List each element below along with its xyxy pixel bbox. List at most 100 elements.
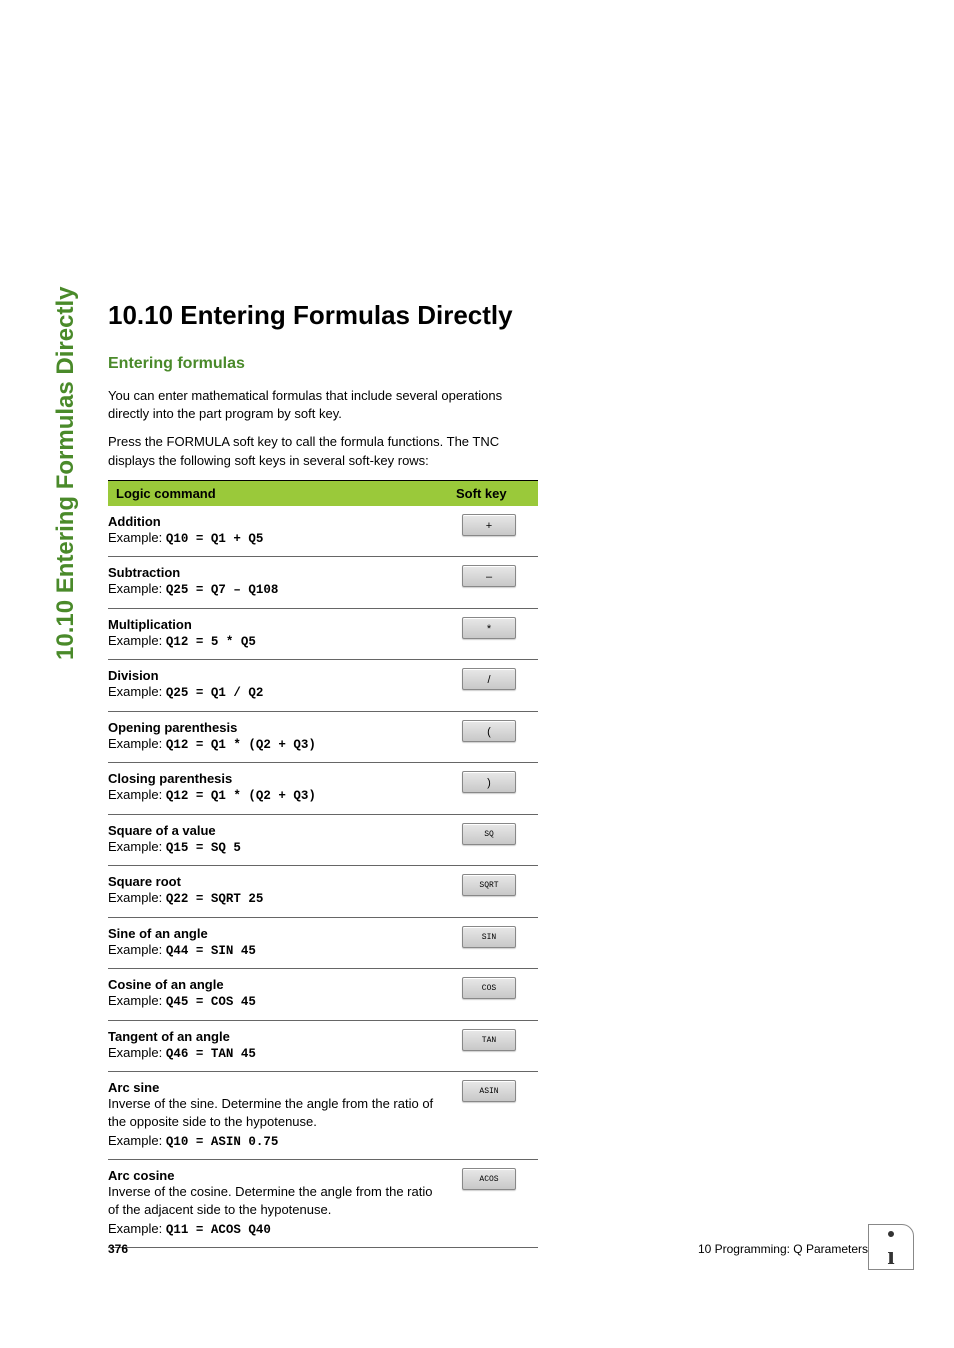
example-code: Q15 = SQ 5 <box>166 841 241 855</box>
example-code: Q44 = SIN 45 <box>166 944 256 958</box>
command-title: Arc sine <box>108 1080 440 1095</box>
table-row: MultiplicationExample: Q12 = 5 * Q5 * <box>108 608 538 660</box>
softkey-cell: SQ <box>448 814 538 866</box>
command-description: Inverse of the cosine. Determine the ang… <box>108 1183 440 1219</box>
softkey-button[interactable]: SQRT <box>462 874 516 896</box>
softkey-cell: TAN <box>448 1020 538 1072</box>
table-row: Square rootExample: Q22 = SQRT 25 SQRT <box>108 866 538 918</box>
softkey-cell: ( <box>448 711 538 763</box>
table-row: Arc sineInverse of the sine. Determine t… <box>108 1072 538 1160</box>
command-cell: Cosine of an angleExample: Q45 = COS 45 <box>108 969 448 1021</box>
softkey-button[interactable]: + <box>462 514 516 536</box>
command-cell: Sine of an angleExample: Q44 = SIN 45 <box>108 917 448 969</box>
example-label: Example: <box>108 684 166 699</box>
example-label: Example: <box>108 633 166 648</box>
command-cell: AdditionExample: Q10 = Q1 + Q5 <box>108 506 448 557</box>
command-title: Cosine of an angle <box>108 977 440 992</box>
softkey-cell: – <box>448 557 538 609</box>
softkey-button[interactable]: SIN <box>462 926 516 948</box>
example-code: Q11 = ACOS Q40 <box>166 1223 271 1237</box>
softkey-cell: ) <box>448 763 538 815</box>
command-cell: MultiplicationExample: Q12 = 5 * Q5 <box>108 608 448 660</box>
table-row: Cosine of an angleExample: Q45 = COS 45C… <box>108 969 538 1021</box>
example-code: Q45 = COS 45 <box>166 995 256 1009</box>
softkey-button[interactable]: ASIN <box>462 1080 516 1102</box>
table-header-softkey: Soft key <box>448 480 538 506</box>
table-header-logic: Logic command <box>108 480 448 506</box>
example-label: Example: <box>108 530 166 545</box>
softkey-button[interactable]: TAN <box>462 1029 516 1051</box>
softkey-cell: ACOS <box>448 1160 538 1248</box>
info-icon: ı <box>868 1224 914 1270</box>
softkey-button[interactable]: SQ <box>462 823 516 845</box>
command-title: Opening parenthesis <box>108 720 440 735</box>
command-cell: Square rootExample: Q22 = SQRT 25 <box>108 866 448 918</box>
example-code: Q10 = ASIN 0.75 <box>166 1135 279 1149</box>
table-row: Sine of an angleExample: Q44 = SIN 45 SIN <box>108 917 538 969</box>
example-code: Q46 = TAN 45 <box>166 1047 256 1061</box>
page-footer: 376 10 Programming: Q Parameters <box>108 1242 868 1256</box>
command-cell: Opening parenthesisExample: Q12 = Q1 * (… <box>108 711 448 763</box>
example-label: Example: <box>108 1221 166 1236</box>
command-cell: SubtractionExample: Q25 = Q7 – Q108 <box>108 557 448 609</box>
command-cell: DivisionExample: Q25 = Q1 / Q2 <box>108 660 448 712</box>
example-label: Example: <box>108 787 166 802</box>
softkey-button[interactable]: ) <box>462 771 516 793</box>
example-code: Q12 = Q1 * (Q2 + Q3) <box>166 789 316 803</box>
intro-paragraph-1: You can enter mathematical formulas that… <box>108 387 538 423</box>
example-label: Example: <box>108 1045 166 1060</box>
table-row: Arc cosineInverse of the cosine. Determi… <box>108 1160 538 1248</box>
softkey-button[interactable]: / <box>462 668 516 690</box>
command-cell: Square of a valueExample: Q15 = SQ 5 <box>108 814 448 866</box>
softkey-cell: COS <box>448 969 538 1021</box>
example-code: Q12 = 5 * Q5 <box>166 635 256 649</box>
page-number: 376 <box>108 1242 128 1256</box>
main-content: 10.10 Entering Formulas Directly Enterin… <box>108 300 868 1248</box>
command-cell: Arc sineInverse of the sine. Determine t… <box>108 1072 448 1160</box>
command-title: Subtraction <box>108 565 440 580</box>
chapter-label: 10 Programming: Q Parameters <box>698 1242 868 1256</box>
example-code: Q25 = Q7 – Q108 <box>166 583 279 597</box>
example-code: Q12 = Q1 * (Q2 + Q3) <box>166 738 316 752</box>
example-code: Q10 = Q1 + Q5 <box>166 532 264 546</box>
example-label: Example: <box>108 1133 166 1148</box>
command-title: Division <box>108 668 440 683</box>
softkey-button[interactable]: ( <box>462 720 516 742</box>
command-cell: Tangent of an angleExample: Q46 = TAN 45 <box>108 1020 448 1072</box>
example-label: Example: <box>108 736 166 751</box>
table-row: AdditionExample: Q10 = Q1 + Q5 + <box>108 506 538 557</box>
table-row: Closing parenthesisExample: Q12 = Q1 * (… <box>108 763 538 815</box>
command-cell: Closing parenthesisExample: Q12 = Q1 * (… <box>108 763 448 815</box>
softkey-cell: SQRT <box>448 866 538 918</box>
table-row: Square of a valueExample: Q15 = SQ 5 SQ <box>108 814 538 866</box>
example-code: Q22 = SQRT 25 <box>166 892 264 906</box>
softkey-cell: / <box>448 660 538 712</box>
example-label: Example: <box>108 890 166 905</box>
section-subheading: Entering formulas <box>108 355 868 373</box>
table-row: Opening parenthesisExample: Q12 = Q1 * (… <box>108 711 538 763</box>
softkey-cell: ASIN <box>448 1072 538 1160</box>
command-title: Sine of an angle <box>108 926 440 941</box>
softkey-cell: SIN <box>448 917 538 969</box>
example-label: Example: <box>108 581 166 596</box>
example-code: Q25 = Q1 / Q2 <box>166 686 264 700</box>
softkey-button[interactable]: * <box>462 617 516 639</box>
table-row: SubtractionExample: Q25 = Q7 – Q108– <box>108 557 538 609</box>
logic-command-table: Logic command Soft key AdditionExample: … <box>108 480 538 1248</box>
command-title: Arc cosine <box>108 1168 440 1183</box>
softkey-button[interactable]: ACOS <box>462 1168 516 1190</box>
command-title: Multiplication <box>108 617 440 632</box>
softkey-button[interactable]: COS <box>462 977 516 999</box>
table-row: Tangent of an angleExample: Q46 = TAN 45… <box>108 1020 538 1072</box>
command-title: Square of a value <box>108 823 440 838</box>
command-title: Tangent of an angle <box>108 1029 440 1044</box>
command-cell: Arc cosineInverse of the cosine. Determi… <box>108 1160 448 1248</box>
example-label: Example: <box>108 942 166 957</box>
command-title: Addition <box>108 514 440 529</box>
softkey-cell: + <box>448 506 538 557</box>
side-section-title: 10.10 Entering Formulas Directly <box>52 287 80 660</box>
table-row: DivisionExample: Q25 = Q1 / Q2 / <box>108 660 538 712</box>
page-heading: 10.10 Entering Formulas Directly <box>108 300 868 331</box>
softkey-button[interactable]: – <box>462 565 516 587</box>
command-title: Square root <box>108 874 440 889</box>
